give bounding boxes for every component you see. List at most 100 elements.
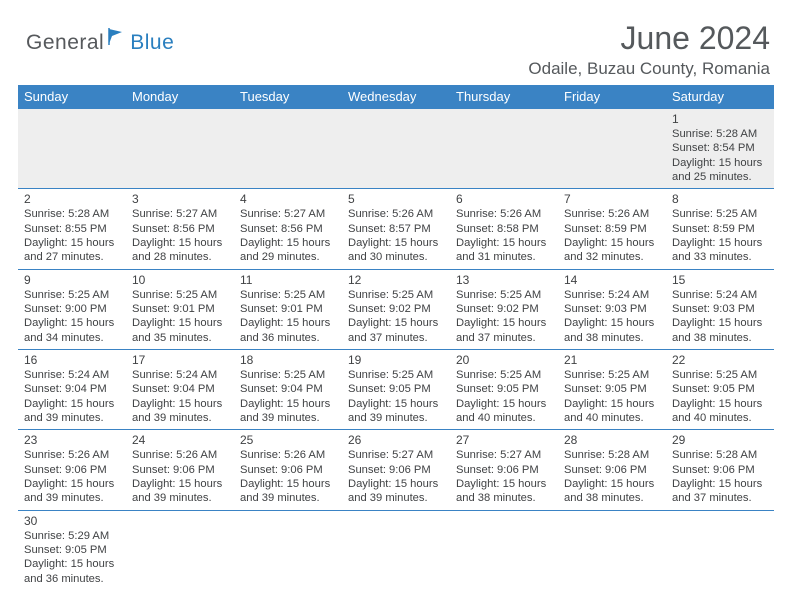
sunset-text: Sunset: 8:56 PM: [240, 222, 336, 236]
daylight-text-1: Daylight: 15 hours: [132, 397, 228, 411]
daylight-text-2: and 38 minutes.: [564, 331, 660, 345]
sunrise-text: Sunrise: 5:26 AM: [456, 207, 552, 221]
sunset-text: Sunset: 9:05 PM: [672, 382, 768, 396]
calendar-cell: 24Sunrise: 5:26 AMSunset: 9:06 PMDayligh…: [126, 430, 234, 509]
sunset-text: Sunset: 9:00 PM: [24, 302, 120, 316]
day-number: 17: [132, 353, 228, 367]
sunset-text: Sunset: 9:04 PM: [240, 382, 336, 396]
day-number: 2: [24, 192, 120, 206]
day-number: 3: [132, 192, 228, 206]
day-number: 6: [456, 192, 552, 206]
daylight-text-2: and 38 minutes.: [456, 491, 552, 505]
calendar-week: 1Sunrise: 5:28 AMSunset: 8:54 PMDaylight…: [18, 109, 774, 189]
sunset-text: Sunset: 9:02 PM: [348, 302, 444, 316]
location-text: Odaile, Buzau County, Romania: [528, 59, 770, 79]
sunset-text: Sunset: 9:03 PM: [564, 302, 660, 316]
calendar-cell: [558, 109, 666, 188]
daylight-text-2: and 39 minutes.: [132, 411, 228, 425]
sunrise-text: Sunrise: 5:25 AM: [564, 368, 660, 382]
calendar-cell: 17Sunrise: 5:24 AMSunset: 9:04 PMDayligh…: [126, 350, 234, 429]
calendar-cell: [126, 511, 234, 590]
sunrise-text: Sunrise: 5:26 AM: [348, 207, 444, 221]
calendar-cell: [342, 109, 450, 188]
sunrise-text: Sunrise: 5:25 AM: [348, 288, 444, 302]
day-number: 21: [564, 353, 660, 367]
sunset-text: Sunset: 8:58 PM: [456, 222, 552, 236]
day-number: 10: [132, 273, 228, 287]
calendar-cell: 7Sunrise: 5:26 AMSunset: 8:59 PMDaylight…: [558, 189, 666, 268]
sunset-text: Sunset: 8:55 PM: [24, 222, 120, 236]
sunrise-text: Sunrise: 5:24 AM: [24, 368, 120, 382]
day-number: 12: [348, 273, 444, 287]
daylight-text-2: and 28 minutes.: [132, 250, 228, 264]
sunrise-text: Sunrise: 5:24 AM: [672, 288, 768, 302]
calendar-cell: 15Sunrise: 5:24 AMSunset: 9:03 PMDayligh…: [666, 270, 774, 349]
calendar-cell: 6Sunrise: 5:26 AMSunset: 8:58 PMDaylight…: [450, 189, 558, 268]
sunrise-text: Sunrise: 5:24 AM: [564, 288, 660, 302]
sunset-text: Sunset: 9:05 PM: [24, 543, 120, 557]
daylight-text-1: Daylight: 15 hours: [564, 316, 660, 330]
daylight-text-1: Daylight: 15 hours: [24, 397, 120, 411]
day-number: 16: [24, 353, 120, 367]
daylight-text-1: Daylight: 15 hours: [348, 397, 444, 411]
sunrise-text: Sunrise: 5:28 AM: [672, 127, 768, 141]
calendar-cell: 16Sunrise: 5:24 AMSunset: 9:04 PMDayligh…: [18, 350, 126, 429]
calendar-cell: [18, 109, 126, 188]
sunset-text: Sunset: 9:06 PM: [564, 463, 660, 477]
calendar-cell: 4Sunrise: 5:27 AMSunset: 8:56 PMDaylight…: [234, 189, 342, 268]
calendar-cell: 21Sunrise: 5:25 AMSunset: 9:05 PMDayligh…: [558, 350, 666, 429]
daylight-text-1: Daylight: 15 hours: [24, 557, 120, 571]
calendar-cell: 12Sunrise: 5:25 AMSunset: 9:02 PMDayligh…: [342, 270, 450, 349]
sunrise-text: Sunrise: 5:28 AM: [672, 448, 768, 462]
sunset-text: Sunset: 9:06 PM: [132, 463, 228, 477]
sunrise-text: Sunrise: 5:25 AM: [456, 288, 552, 302]
calendar-cell: [558, 511, 666, 590]
calendar-cell: 29Sunrise: 5:28 AMSunset: 9:06 PMDayligh…: [666, 430, 774, 509]
brand-part2: Blue: [130, 31, 174, 55]
daylight-text-1: Daylight: 15 hours: [24, 477, 120, 491]
daylight-text-2: and 39 minutes.: [132, 491, 228, 505]
calendar-cell: [342, 511, 450, 590]
daylight-text-2: and 40 minutes.: [564, 411, 660, 425]
calendar-cell: 9Sunrise: 5:25 AMSunset: 9:00 PMDaylight…: [18, 270, 126, 349]
calendar-cell: 5Sunrise: 5:26 AMSunset: 8:57 PMDaylight…: [342, 189, 450, 268]
daylight-text-1: Daylight: 15 hours: [672, 397, 768, 411]
calendar-week: 16Sunrise: 5:24 AMSunset: 9:04 PMDayligh…: [18, 350, 774, 430]
day-number: 19: [348, 353, 444, 367]
sunrise-text: Sunrise: 5:28 AM: [24, 207, 120, 221]
daylight-text-1: Daylight: 15 hours: [132, 236, 228, 250]
daylight-text-2: and 37 minutes.: [672, 491, 768, 505]
sunrise-text: Sunrise: 5:25 AM: [672, 368, 768, 382]
sunrise-text: Sunrise: 5:27 AM: [240, 207, 336, 221]
daylight-text-2: and 39 minutes.: [240, 411, 336, 425]
daylight-text-1: Daylight: 15 hours: [240, 397, 336, 411]
weeks-container: 1Sunrise: 5:28 AMSunset: 8:54 PMDaylight…: [18, 109, 774, 590]
sunrise-text: Sunrise: 5:27 AM: [132, 207, 228, 221]
day-number: 14: [564, 273, 660, 287]
daylight-text-1: Daylight: 15 hours: [240, 316, 336, 330]
daylight-text-2: and 32 minutes.: [564, 250, 660, 264]
sunrise-text: Sunrise: 5:28 AM: [564, 448, 660, 462]
calendar-cell: 1Sunrise: 5:28 AMSunset: 8:54 PMDaylight…: [666, 109, 774, 188]
daylight-text-1: Daylight: 15 hours: [456, 236, 552, 250]
sunrise-text: Sunrise: 5:25 AM: [348, 368, 444, 382]
daylight-text-1: Daylight: 15 hours: [672, 316, 768, 330]
calendar-cell: [450, 109, 558, 188]
daylight-text-1: Daylight: 15 hours: [456, 477, 552, 491]
daylight-text-2: and 34 minutes.: [24, 331, 120, 345]
day-number: 28: [564, 433, 660, 447]
daylight-text-1: Daylight: 15 hours: [24, 316, 120, 330]
daylight-text-2: and 25 minutes.: [672, 170, 768, 184]
daylight-text-1: Daylight: 15 hours: [672, 156, 768, 170]
day-number: 20: [456, 353, 552, 367]
day-number: 1: [672, 112, 768, 126]
sunset-text: Sunset: 9:06 PM: [24, 463, 120, 477]
day-number: 27: [456, 433, 552, 447]
calendar-cell: [234, 511, 342, 590]
day-number: 29: [672, 433, 768, 447]
day-number: 26: [348, 433, 444, 447]
calendar-cell: [234, 109, 342, 188]
sunset-text: Sunset: 9:05 PM: [348, 382, 444, 396]
daylight-text-1: Daylight: 15 hours: [564, 236, 660, 250]
day-number: 9: [24, 273, 120, 287]
